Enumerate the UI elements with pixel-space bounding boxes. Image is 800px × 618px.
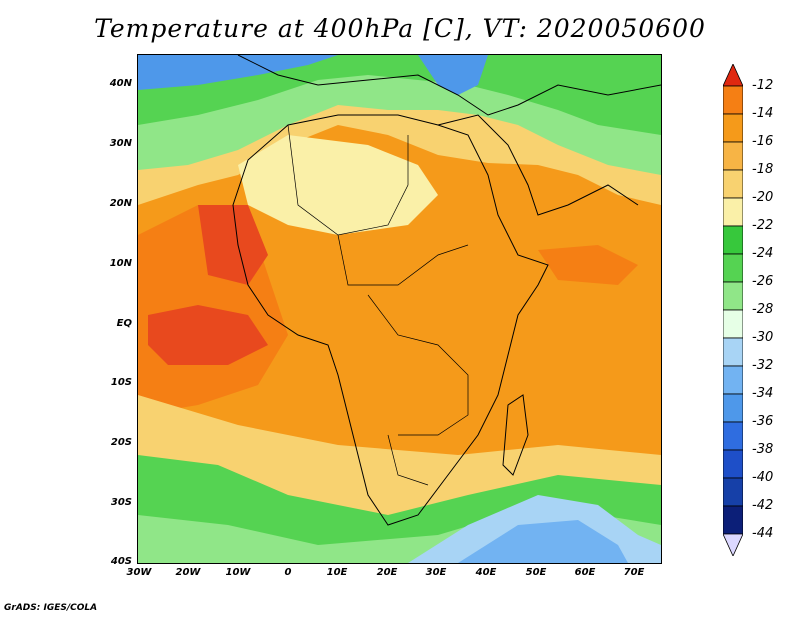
colorbar-segment: [723, 113, 743, 143]
x-axis-label: 30W: [126, 567, 152, 578]
x-axis-label: 0: [284, 567, 292, 578]
y-axis-label: 10S: [110, 377, 132, 388]
colorbar-label: -16: [752, 134, 774, 149]
colorbar-segment: [723, 197, 743, 227]
x-axis-label: 30E: [425, 567, 447, 578]
colorbar-label: -40: [752, 470, 774, 485]
colorbar-segment: [723, 393, 743, 423]
colorbar-segment: [723, 85, 743, 115]
colorbar-segment: [723, 309, 743, 339]
colorbar-segment: [723, 421, 743, 451]
colorbar-top-arrow: [723, 64, 743, 87]
x-axis-label: 60E: [574, 567, 596, 578]
x-axis-label: 20E: [376, 567, 398, 578]
colorbar-label: -44: [752, 526, 774, 541]
x-axis-label: 50E: [525, 567, 547, 578]
colorbar-label: -14: [752, 106, 774, 121]
colorbar-segment: [723, 449, 743, 479]
colorbar-segment: [723, 365, 743, 395]
y-axis-label: 20S: [110, 437, 132, 448]
colorbar-segment: [723, 141, 743, 171]
colorbar-label: -22: [752, 218, 774, 233]
colorbar-segment: [723, 337, 743, 367]
y-axis-label: 30S: [110, 497, 132, 508]
colorbar-segment: [723, 253, 743, 283]
temperature-field: [138, 55, 661, 563]
y-axis-label: 20N: [109, 198, 132, 209]
colorbar-segment: [723, 281, 743, 311]
colorbar-label: -38: [752, 442, 774, 457]
colorbar: [723, 64, 743, 556]
y-axis-label: 40N: [109, 78, 132, 89]
x-axis-label: 10W: [225, 567, 251, 578]
colorbar-label: -12: [752, 78, 774, 93]
map-plot-area: [137, 54, 662, 564]
colorbar-segment: [723, 225, 743, 255]
x-axis-label: 10E: [326, 567, 348, 578]
colorbar-segment: [723, 477, 743, 507]
y-axis-label: 10N: [109, 258, 132, 269]
colorbar-label: -30: [752, 330, 774, 345]
colorbar-label: -36: [752, 414, 774, 429]
colorbar-label: -34: [752, 386, 774, 401]
x-axis-label: 20W: [175, 567, 201, 578]
colorbar-label: -42: [752, 498, 774, 513]
colorbar-label: -24: [752, 246, 774, 261]
colorbar-label: -28: [752, 302, 774, 317]
colorbar-label: -32: [752, 358, 774, 373]
colorbar-label: -26: [752, 274, 774, 289]
colorbar-label: -18: [752, 162, 774, 177]
map-title: Temperature at 400hPa [C], VT: 202005060…: [94, 14, 706, 43]
colorbar-segment: [723, 169, 743, 199]
colorbar-bottom-arrow: [723, 533, 743, 556]
x-axis-label: 40E: [475, 567, 497, 578]
colorbar-label: -20: [752, 190, 774, 205]
y-axis-label: 30N: [109, 138, 132, 149]
colorbar-segment: [723, 505, 743, 535]
y-axis-label: 40S: [110, 556, 132, 567]
credit-text: GrADS: IGES/COLA: [4, 603, 98, 613]
x-axis-label: 70E: [623, 567, 645, 578]
y-axis-label: EQ: [116, 318, 132, 329]
